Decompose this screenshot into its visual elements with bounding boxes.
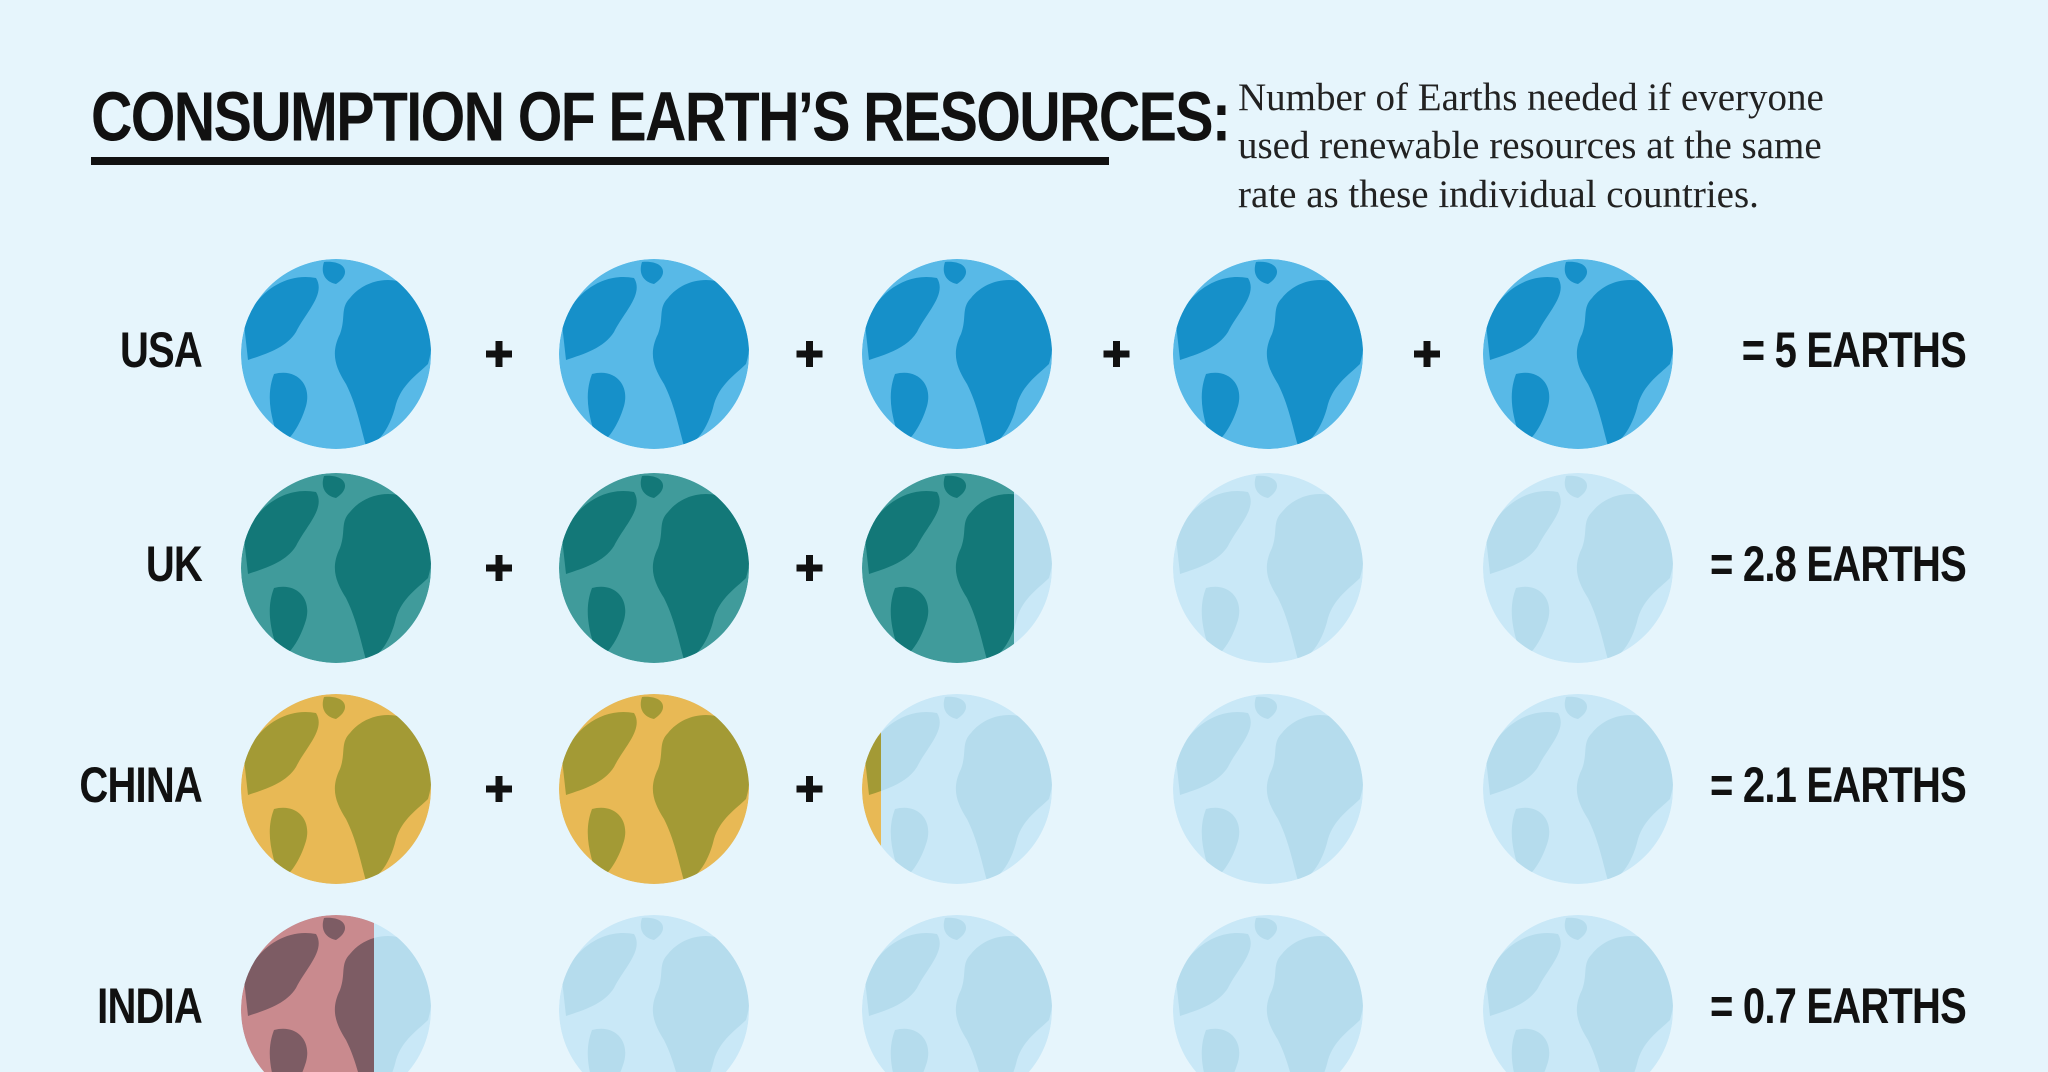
row-label-group: UK (146, 536, 204, 592)
globe (559, 915, 749, 1072)
globe-fill (862, 259, 1052, 449)
globe (1173, 259, 1363, 449)
globe (1483, 915, 1673, 1072)
globe (862, 473, 1052, 663)
row-label: CHINA (79, 757, 202, 813)
row-label-group: INDIA (97, 978, 203, 1034)
subtitle-line: Number of Earths needed if everyone (1238, 76, 1824, 119)
globe (1173, 694, 1363, 884)
title-block: CONSUMPTION OF EARTH’S RESOURCES: (91, 77, 1231, 156)
plus-sign (1103, 341, 1130, 367)
globe-fill (559, 473, 749, 663)
plus-sign (1414, 341, 1440, 367)
value-label: = 2.8 EARTHS (1710, 536, 1966, 592)
subtitle-line: used renewable resources at the same (1238, 124, 1822, 167)
globe (241, 259, 431, 449)
globe-fill (559, 694, 749, 884)
row-label-group: USA (120, 322, 203, 378)
plus-sign (486, 776, 512, 802)
globe-fill (1173, 259, 1363, 449)
globe (1483, 473, 1673, 663)
globe (1483, 259, 1673, 449)
plus-sign (796, 555, 823, 581)
globe (1483, 694, 1673, 884)
plus-sign (486, 555, 512, 581)
globe (1173, 473, 1363, 663)
globe (862, 915, 1052, 1072)
value-label: = 5 EARTHS (1742, 322, 1966, 378)
globe-fill (241, 915, 374, 1072)
globe (559, 694, 749, 884)
globe (559, 259, 749, 449)
globe (241, 694, 431, 884)
value-label-group: = 2.1 EARTHS (1710, 757, 1967, 813)
globe-fill (559, 259, 749, 449)
globe (241, 473, 431, 663)
globe-fill (862, 473, 1014, 663)
chart-title: CONSUMPTION OF EARTH’S RESOURCES: (91, 77, 1229, 156)
plus-sign (796, 341, 823, 367)
globe-fill (241, 694, 431, 884)
row-label: UK (146, 536, 203, 592)
value-label: = 2.1 EARTHS (1710, 757, 1966, 813)
row-label-group: CHINA (79, 757, 203, 813)
globe (241, 915, 431, 1072)
globe (862, 694, 1052, 884)
plus-sign (796, 776, 823, 802)
row-label: INDIA (97, 978, 202, 1034)
value-label-group: = 2.8 EARTHS (1710, 536, 1967, 592)
globe-fill (241, 473, 431, 663)
globe (559, 473, 749, 663)
value-label: = 0.7 EARTHS (1710, 978, 1966, 1034)
globe (1173, 915, 1363, 1072)
plus-sign (486, 341, 512, 367)
globe-fill (241, 259, 431, 449)
globe (862, 259, 1052, 449)
globe-fill (1483, 259, 1673, 449)
row-label: USA (120, 322, 202, 378)
value-label-group: = 0.7 EARTHS (1710, 978, 1967, 1034)
title-underline (91, 157, 1109, 165)
subtitle-line: rate as these individual countries. (1238, 173, 1759, 216)
value-label-group: = 5 EARTHS (1742, 322, 1967, 378)
